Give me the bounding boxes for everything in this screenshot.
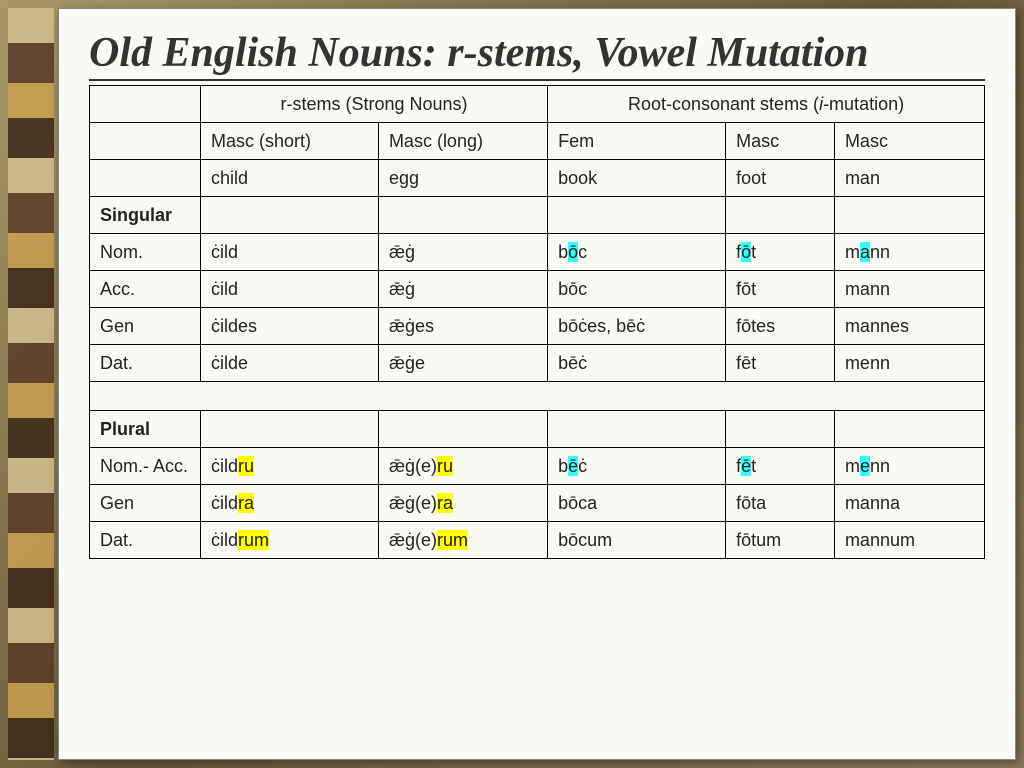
form-cell: fōtum: [726, 522, 835, 559]
table-row: Dat. ċilde ǣġe bēċ fēt menn: [90, 345, 985, 382]
gloss-cell: foot: [726, 160, 835, 197]
form-cell: fēt: [726, 448, 835, 485]
form-cell: ċildra: [201, 485, 379, 522]
empty-cell: [201, 197, 379, 234]
group-header-rootcons: Root-consonant stems (i-mutation): [548, 86, 985, 123]
empty-cell: [90, 160, 201, 197]
table-row: Acc. ċild ǣġ bōc fōt mann: [90, 271, 985, 308]
form-cell: fōt: [726, 234, 835, 271]
form-cell: ċild: [201, 234, 379, 271]
form-cell: ċildrum: [201, 522, 379, 559]
case-label: Gen: [90, 308, 201, 345]
form-cell: ǣġ(e)rum: [378, 522, 547, 559]
form-cell: ǣġ(e)ra: [378, 485, 547, 522]
form-cell: manna: [834, 485, 984, 522]
form-cell: ǣġe: [378, 345, 547, 382]
table-row: Plural: [90, 411, 985, 448]
empty-cell: [90, 86, 201, 123]
col-header: Masc: [726, 123, 835, 160]
table-row: [90, 382, 985, 411]
group-header-rstems: r-stems (Strong Nouns): [201, 86, 548, 123]
form-cell: ǣġ(e)ru: [378, 448, 547, 485]
form-cell: ċild: [201, 271, 379, 308]
empty-cell: [548, 411, 726, 448]
gloss-cell: egg: [378, 160, 547, 197]
form-cell: bōc: [548, 271, 726, 308]
declension-table: r-stems (Strong Nouns) Root-consonant st…: [89, 85, 985, 559]
table-row: Masc (short) Masc (long) Fem Masc Masc: [90, 123, 985, 160]
form-cell: fōtes: [726, 308, 835, 345]
form-cell: menn: [834, 448, 984, 485]
empty-cell: [548, 197, 726, 234]
empty-cell: [726, 197, 835, 234]
section-plural: Plural: [90, 411, 201, 448]
table-row: Dat. ċildrum ǣġ(e)rum bōcum fōtum mannum: [90, 522, 985, 559]
case-label: Nom.: [90, 234, 201, 271]
empty-cell: [726, 411, 835, 448]
form-cell: bōc: [548, 234, 726, 271]
form-cell: fōta: [726, 485, 835, 522]
form-cell: menn: [834, 345, 984, 382]
table-row: Nom. ċild ǣġ bōc fōt mann: [90, 234, 985, 271]
gloss-cell: child: [201, 160, 379, 197]
gloss-cell: book: [548, 160, 726, 197]
col-header: Fem: [548, 123, 726, 160]
table-row: Gen ċildra ǣġ(e)ra bōca fōta manna: [90, 485, 985, 522]
empty-cell: [90, 382, 985, 411]
form-cell: ǣġes: [378, 308, 547, 345]
case-label: Nom.- Acc.: [90, 448, 201, 485]
form-cell: bōċes, bēċ: [548, 308, 726, 345]
form-cell: ċildes: [201, 308, 379, 345]
table-row: Gen ċildes ǣġes bōċes, bēċ fōtes mannes: [90, 308, 985, 345]
col-header: Masc (long): [378, 123, 547, 160]
decorative-leaf-strip: [8, 8, 54, 760]
form-cell: mannes: [834, 308, 984, 345]
case-label: Dat.: [90, 522, 201, 559]
form-cell: bēċ: [548, 345, 726, 382]
empty-cell: [834, 411, 984, 448]
form-cell: mann: [834, 234, 984, 271]
table-row: Singular: [90, 197, 985, 234]
case-label: Dat.: [90, 345, 201, 382]
form-cell: mann: [834, 271, 984, 308]
form-cell: bōcum: [548, 522, 726, 559]
col-header: Masc: [834, 123, 984, 160]
table-row: child egg book foot man: [90, 160, 985, 197]
table-row: r-stems (Strong Nouns) Root-consonant st…: [90, 86, 985, 123]
form-cell: fōt: [726, 271, 835, 308]
case-label: Acc.: [90, 271, 201, 308]
empty-cell: [90, 123, 201, 160]
table-row: Nom.- Acc. ċildru ǣġ(e)ru bēċ fēt menn: [90, 448, 985, 485]
form-cell: ċildru: [201, 448, 379, 485]
empty-cell: [378, 197, 547, 234]
section-singular: Singular: [90, 197, 201, 234]
form-cell: bēċ: [548, 448, 726, 485]
form-cell: ǣġ: [378, 271, 547, 308]
slide-paper: Old English Nouns: r-stems, Vowel Mutati…: [58, 8, 1016, 760]
empty-cell: [834, 197, 984, 234]
col-header: Masc (short): [201, 123, 379, 160]
form-cell: ǣġ: [378, 234, 547, 271]
form-cell: ċilde: [201, 345, 379, 382]
empty-cell: [378, 411, 547, 448]
form-cell: mannum: [834, 522, 984, 559]
form-cell: bōca: [548, 485, 726, 522]
empty-cell: [201, 411, 379, 448]
slide-title: Old English Nouns: r-stems, Vowel Mutati…: [89, 29, 985, 81]
gloss-cell: man: [834, 160, 984, 197]
case-label: Gen: [90, 485, 201, 522]
form-cell: fēt: [726, 345, 835, 382]
slide-frame: Old English Nouns: r-stems, Vowel Mutati…: [0, 0, 1024, 768]
